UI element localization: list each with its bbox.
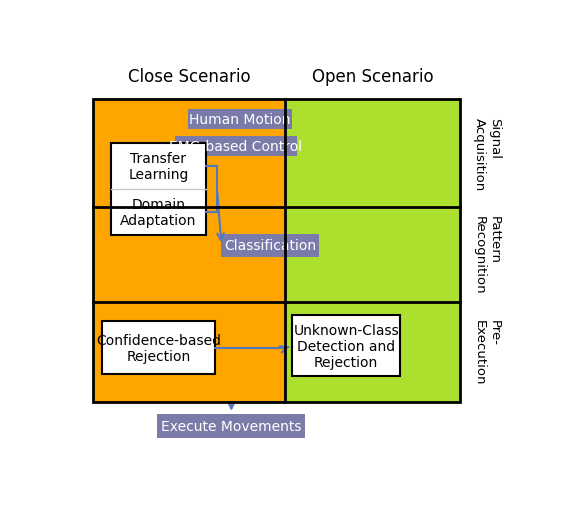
Text: Open Scenario: Open Scenario [312,68,434,86]
Text: Transfer
Learning: Transfer Learning [128,151,189,182]
Bar [93,100,460,402]
Text: Confidence-based
Rejection: Confidence-based Rejection [96,333,221,363]
Text: Human Motion: Human Motion [189,112,291,126]
Bar [93,100,286,402]
Text: Unknown-Class
Detection and
Rejection: Unknown-Class Detection and Rejection [294,323,399,370]
Bar [102,322,215,375]
Text: Close Scenario: Close Scenario [128,68,251,86]
Text: Signal
Acquisition: Signal Acquisition [473,118,501,191]
Bar [292,316,400,377]
Bar [175,137,296,157]
Bar [111,144,206,236]
Bar [188,109,292,130]
Text: EMG-based Control: EMG-based Control [169,140,302,154]
Text: Execute Movements: Execute Movements [161,419,302,433]
Text: Domain
Adaptation: Domain Adaptation [120,197,197,228]
Bar [286,100,460,402]
Text: Pre-
Execution: Pre- Execution [473,320,501,385]
Text: Pattern
Recognition: Pattern Recognition [473,216,501,294]
Text: Classification: Classification [224,239,316,252]
Bar [157,414,306,438]
Bar [222,234,319,257]
